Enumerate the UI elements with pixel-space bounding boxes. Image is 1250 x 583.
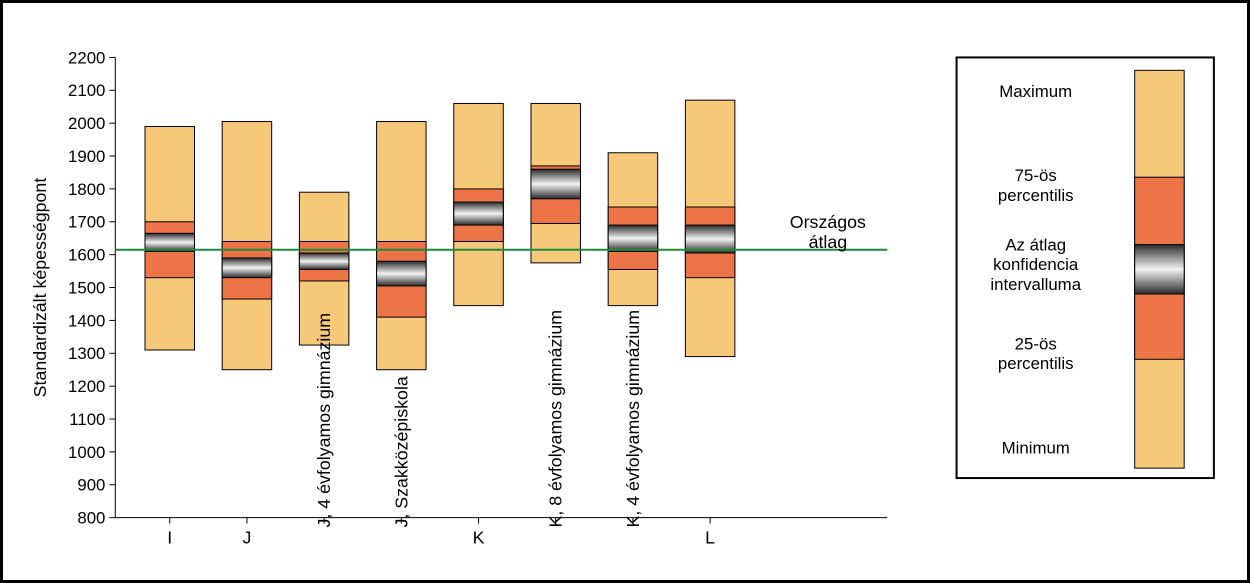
box-1: J [222, 122, 271, 548]
y-tick-label: 1700 [68, 213, 105, 232]
box-6: K, 4 évfolyamos gimnázium [608, 153, 657, 528]
box-7: L [685, 100, 734, 547]
box-0: I [145, 126, 194, 547]
y-tick-label: 1600 [68, 246, 105, 265]
category-label: J [242, 527, 251, 547]
category-label: K, 4 évfolyamos gimnázium [623, 310, 643, 528]
y-tick-label: 2200 [68, 48, 105, 67]
y-tick-label: 1200 [68, 377, 105, 396]
y-tick-label: 1100 [69, 410, 105, 429]
legend-label-ci: Az átlag [1005, 235, 1066, 254]
y-tick-label: 1800 [68, 180, 105, 199]
y-tick-label: 800 [77, 509, 105, 528]
box-5: K, 8 évfolyamos gimnázium [531, 103, 580, 527]
y-tick-label: 1400 [68, 311, 105, 330]
y-tick-label: 1000 [68, 443, 105, 462]
y-tick-label: 900 [77, 476, 105, 495]
y-tick-label: 1500 [68, 278, 105, 297]
category-label: K, 8 évfolyamos gimnázium [546, 310, 566, 528]
chart-svg: 800 900 1000 1100 1200 1300 1400 1500 1600 1700 18… [3, 3, 1247, 580]
y-tick-label: 1900 [68, 147, 105, 166]
chart-frame: 800 900 1000 1100 1200 1300 1400 1500 1600 1700 18… [0, 0, 1250, 583]
category-label: J, 4 évfolyamos gimnázium [314, 313, 334, 528]
legend-label-ci: konfidencia [993, 255, 1079, 274]
legend-label-ci: intervalluma [990, 275, 1081, 294]
y-tick-label: 1300 [68, 344, 105, 363]
reference-label: átlag [809, 232, 848, 252]
legend-label-p25: percentilis [998, 354, 1074, 373]
legend-label-p25: 25-ös [1015, 334, 1057, 353]
box-3: J, Szakközépiskola [377, 122, 426, 528]
y-tick-label: 2100 [68, 81, 105, 100]
y-tick-label: 2000 [68, 114, 105, 133]
box-2: J, 4 évfolyamos gimnázium [299, 192, 348, 527]
category-label: L [705, 527, 715, 547]
category-label: J, Szakközépiskola [391, 376, 411, 527]
legend-ci [1135, 244, 1184, 293]
legend-label-p75: 75-ös [1015, 166, 1057, 185]
category-label: I [167, 527, 172, 547]
legend-label-p75: percentilis [998, 186, 1074, 205]
reference-label: Országos [790, 212, 866, 232]
y-axis-title: Standardizált képességpont [30, 178, 50, 398]
box-4: K [454, 103, 503, 547]
legend-label-max: Maximum [999, 82, 1072, 101]
category-label: K [473, 527, 485, 547]
legend-label-min: Minimum [1002, 438, 1070, 457]
